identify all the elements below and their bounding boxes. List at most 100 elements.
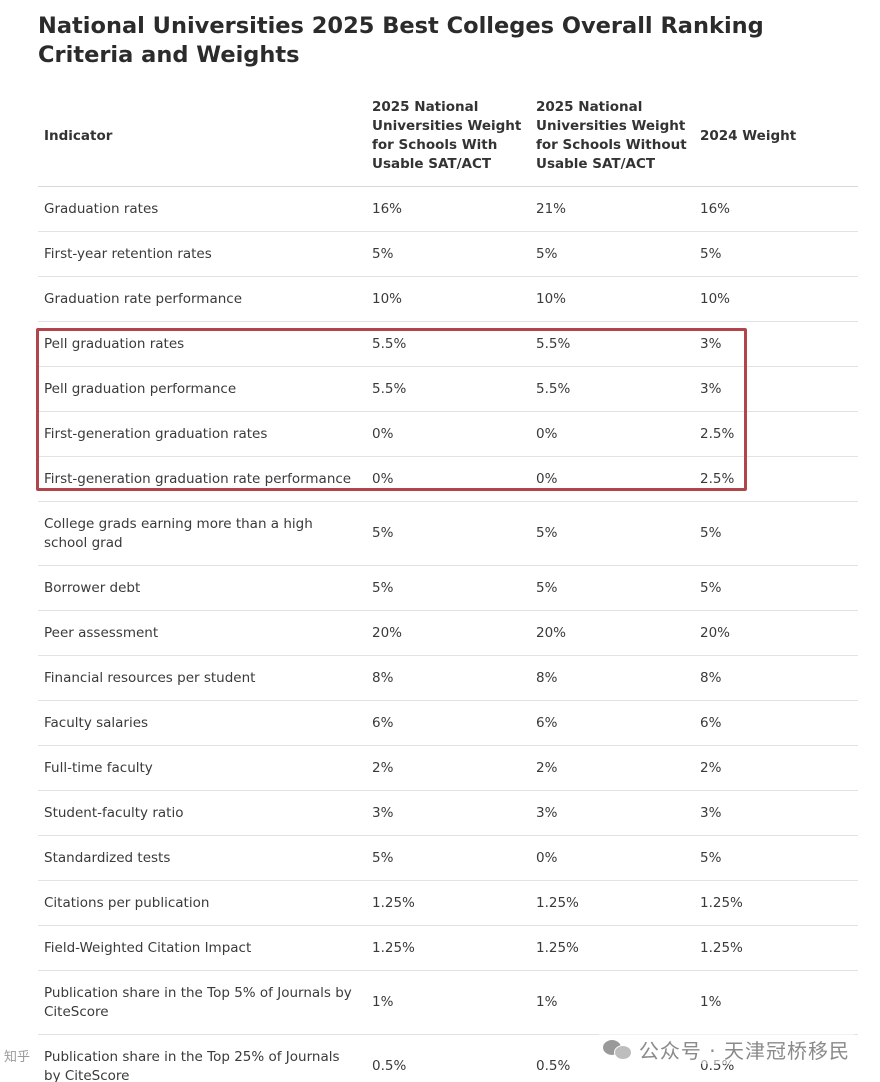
table-body: Graduation rates 16% 21% 16% First-year rete… (38, 186, 858, 1082)
cell-2025-with-sat: 5.5% (366, 321, 530, 367)
cell-indicator: Graduation rates (38, 186, 366, 232)
watermark: 公众号 · 天津冠桥移民 (598, 1034, 854, 1064)
cell-indicator: Publication share in the Top 25% of Jour… (38, 1034, 366, 1082)
table-row: Faculty salaries 6% 6% 6% (38, 700, 858, 746)
criteria-table: Indicator 2025 National Universities Wei… (38, 86, 858, 1082)
cell-2025-with-sat: 1.25% (366, 925, 530, 971)
cell-indicator: Graduation rate performance (38, 276, 366, 322)
cell-2025-without-sat: 3% (530, 790, 694, 836)
cell-2025-with-sat: 0% (366, 456, 530, 502)
cell-indicator: Pell graduation performance (38, 366, 366, 412)
page-title: National Universities 2025 Best Colleges… (38, 13, 764, 68)
cell-2024-weight: 5% (694, 835, 858, 881)
table-row: Standardized tests 5% 0% 5% (38, 835, 858, 881)
cell-indicator: Field-Weighted Citation Impact (38, 925, 366, 971)
table-row: First-generation graduation rates 0% 0% 2.5… (38, 411, 858, 457)
cell-2024-weight: 2.5% (694, 456, 858, 502)
table-row: First-year retention rates 5% 5% 5% (38, 231, 858, 277)
header-2024-weight: 2024 Weight (694, 86, 858, 187)
cell-2025-with-sat: 5% (366, 565, 530, 611)
cell-2024-weight: 6% (694, 700, 858, 746)
table-header-row: Indicator 2025 National Universities Wei… (38, 86, 858, 187)
cell-indicator: College grads earning more than a high s… (38, 501, 366, 566)
watermark-text: 公众号 · 天津冠桥移民 (638, 1038, 850, 1063)
table-row: Student-faculty ratio 3% 3% 3% (38, 790, 858, 836)
cell-2024-weight: 2.5% (694, 411, 858, 457)
cell-indicator: Student-faculty ratio (38, 790, 366, 836)
header-2025-with-sat: 2025 National Universities Weight for Sc… (366, 86, 530, 187)
table-row: First-generation graduation rate perform… (38, 456, 858, 502)
cell-2025-with-sat: 5.5% (366, 366, 530, 412)
cell-2024-weight: 1.25% (694, 925, 858, 971)
table-row: Publication share in the Top 5% of Journ… (38, 970, 858, 1035)
wechat-icon (602, 1038, 632, 1060)
cell-2025-with-sat: 3% (366, 790, 530, 836)
cell-2025-without-sat: 5% (530, 501, 694, 566)
cell-2025-with-sat: 0.5% (366, 1034, 530, 1082)
table-row: Graduation rate performance 10% 10% 10% (38, 276, 858, 322)
cell-2024-weight: 16% (694, 186, 858, 232)
cell-2025-without-sat: 5.5% (530, 366, 694, 412)
cell-2024-weight: 20% (694, 610, 858, 656)
header-indicator: Indicator (38, 86, 366, 187)
cell-2024-weight: 1% (694, 970, 858, 1035)
cell-indicator: Borrower debt (38, 565, 366, 611)
corner-watermark: 知乎 (4, 1050, 31, 1065)
cell-2025-with-sat: 8% (366, 655, 530, 701)
cell-2025-without-sat: 5% (530, 565, 694, 611)
table-row: Pell graduation performance 5.5% 5.5% 3% (38, 366, 858, 412)
cell-2024-weight: 2% (694, 745, 858, 791)
table-row: Pell graduation rates 5.5% 5.5% 3% (38, 321, 858, 367)
cell-2025-without-sat: 21% (530, 186, 694, 232)
cell-2025-with-sat: 2% (366, 745, 530, 791)
cell-indicator: Standardized tests (38, 835, 366, 881)
cell-indicator: Peer assessment (38, 610, 366, 656)
table-row: Peer assessment 20% 20% 20% (38, 610, 858, 656)
cell-2025-without-sat: 1.25% (530, 880, 694, 926)
cell-2024-weight: 5% (694, 565, 858, 611)
cell-2025-without-sat: 20% (530, 610, 694, 656)
table-row: Financial resources per student 8% 8% 8% (38, 655, 858, 701)
cell-2025-without-sat: 1% (530, 970, 694, 1035)
cell-2025-with-sat: 0% (366, 411, 530, 457)
cell-indicator: Faculty salaries (38, 700, 366, 746)
cell-2025-without-sat: 5% (530, 231, 694, 277)
cell-2025-with-sat: 16% (366, 186, 530, 232)
cell-2025-with-sat: 10% (366, 276, 530, 322)
cell-indicator: Financial resources per student (38, 655, 366, 701)
cell-2025-with-sat: 5% (366, 835, 530, 881)
cell-2025-without-sat: 2% (530, 745, 694, 791)
cell-2025-with-sat: 5% (366, 501, 530, 566)
cell-2024-weight: 3% (694, 366, 858, 412)
table-row: Citations per publication 1.25% 1.25% 1.25% (38, 880, 858, 926)
cell-2025-without-sat: 10% (530, 276, 694, 322)
cell-2025-without-sat: 0% (530, 835, 694, 881)
header-2025-without-sat: 2025 National Universities Weight for Sc… (530, 86, 694, 187)
cell-2025-without-sat: 0% (530, 456, 694, 502)
cell-2025-with-sat: 1% (366, 970, 530, 1035)
cell-2024-weight: 3% (694, 790, 858, 836)
cell-2025-without-sat: 6% (530, 700, 694, 746)
table-row: Full-time faculty 2% 2% 2% (38, 745, 858, 791)
cell-indicator: Pell graduation rates (38, 321, 366, 367)
table-row: Field-Weighted Citation Impact 1.25% 1.25%… (38, 925, 858, 971)
cell-indicator: Publication share in the Top 5% of Journ… (38, 970, 366, 1035)
cell-indicator: First-year retention rates (38, 231, 366, 277)
cell-2025-without-sat: 8% (530, 655, 694, 701)
cell-2024-weight: 1.25% (694, 880, 858, 926)
cell-2025-without-sat: 5.5% (530, 321, 694, 367)
cell-indicator: Citations per publication (38, 880, 366, 926)
cell-2025-with-sat: 20% (366, 610, 530, 656)
cell-2024-weight: 5% (694, 501, 858, 566)
table-row: Borrower debt 5% 5% 5% (38, 565, 858, 611)
cell-indicator: Full-time faculty (38, 745, 366, 791)
cell-2024-weight: 3% (694, 321, 858, 367)
cell-2025-with-sat: 6% (366, 700, 530, 746)
cell-indicator: First-generation graduation rates (38, 411, 366, 457)
cell-2025-with-sat: 1.25% (366, 880, 530, 926)
cell-2024-weight: 8% (694, 655, 858, 701)
cell-2024-weight: 10% (694, 276, 858, 322)
table-row: College grads earning more than a high s… (38, 501, 858, 566)
table-row: Graduation rates 16% 21% 16% (38, 186, 858, 232)
